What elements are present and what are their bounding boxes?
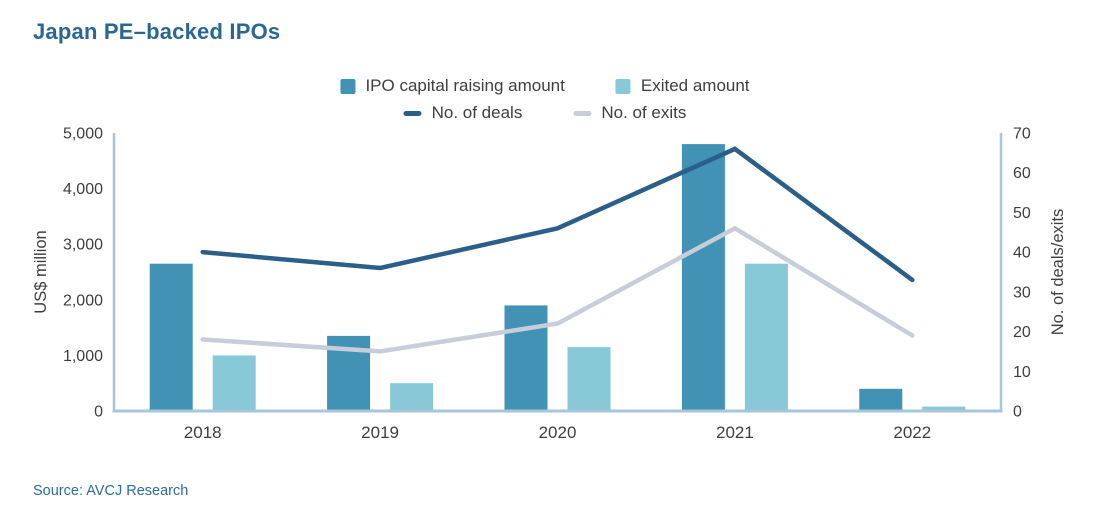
right-axis-tick: 10 bbox=[1013, 364, 1031, 381]
right-axis-tick: 70 bbox=[1013, 126, 1031, 143]
bar-ipo-capital-raising-amount-2018 bbox=[149, 263, 193, 411]
legend-label-exited-amount: Exited amount bbox=[640, 76, 750, 95]
deals-line-swatch-icon bbox=[403, 110, 422, 116]
legend-label-no-of-exits: No. of exits bbox=[601, 103, 687, 122]
legend-label-ipo-capital: IPO capital raising amount bbox=[365, 76, 565, 95]
right-axis-title: No. of deals/exits bbox=[1049, 209, 1067, 336]
left-axis-tick: 0 bbox=[94, 404, 103, 421]
exits-line-swatch-icon bbox=[573, 110, 592, 116]
legend-item-ipo-capital: IPO capital raising amount bbox=[340, 76, 565, 96]
bar-exited-amount-2019 bbox=[390, 383, 434, 411]
left-axis-title: US$ million bbox=[32, 230, 50, 313]
left-axis-tick: 1,000 bbox=[63, 348, 103, 365]
chart-title: Japan PE–backed IPOs bbox=[33, 19, 281, 44]
right-axis-tick: 50 bbox=[1013, 205, 1031, 222]
legend-item-no-of-exits: No. of exits bbox=[573, 103, 686, 123]
right-axis-tick: 60 bbox=[1013, 165, 1031, 182]
left-axis-tick: 4,000 bbox=[63, 181, 103, 198]
line-no-of-deals bbox=[200, 146, 915, 283]
bar-exited-amount-2018 bbox=[212, 355, 256, 411]
x-axis-category-label: 2018 bbox=[184, 423, 222, 442]
left-axis-tick: 2,000 bbox=[63, 292, 103, 309]
bar-exited-amount-2022 bbox=[922, 406, 966, 411]
exited-amount-swatch-icon bbox=[615, 78, 631, 94]
x-axis-category-label: 2019 bbox=[361, 423, 399, 442]
legend-row-bars: IPO capital raising amount Exited amount bbox=[340, 76, 750, 96]
x-axis-category-label: 2022 bbox=[893, 423, 931, 442]
legend-label-no-of-deals: No. of deals bbox=[431, 103, 523, 122]
bar-ipo-capital-raising-amount-2022 bbox=[859, 388, 903, 411]
right-axis-tick: 0 bbox=[1013, 404, 1022, 421]
bar-exited-amount-2020 bbox=[567, 347, 611, 411]
x-axis-category-label: 2020 bbox=[539, 423, 577, 442]
bar-exited-amount-2021 bbox=[744, 263, 788, 411]
x-axis-category-label: 2021 bbox=[716, 423, 754, 442]
right-axis-tick: 30 bbox=[1013, 284, 1031, 301]
chart-legend: IPO capital raising amount Exited amount… bbox=[340, 76, 750, 123]
left-axis-tick: 5,000 bbox=[63, 126, 103, 143]
legend-item-exited-amount: Exited amount bbox=[615, 76, 750, 96]
right-axis-tick: 40 bbox=[1013, 245, 1031, 262]
source-note: Source: AVCJ Research bbox=[33, 483, 189, 499]
bar-ipo-capital-raising-amount-2021 bbox=[681, 144, 725, 411]
legend-item-no-of-deals: No. of deals bbox=[403, 103, 523, 123]
line-no-of-exits bbox=[200, 225, 915, 354]
bar-ipo-capital-raising-amount-2020 bbox=[504, 305, 548, 411]
legend-row-lines: No. of deals No. of exits bbox=[403, 103, 686, 123]
right-axis-tick: 20 bbox=[1013, 324, 1031, 341]
left-axis-tick: 3,000 bbox=[63, 237, 103, 254]
ipo-capital-swatch-icon bbox=[340, 78, 356, 94]
